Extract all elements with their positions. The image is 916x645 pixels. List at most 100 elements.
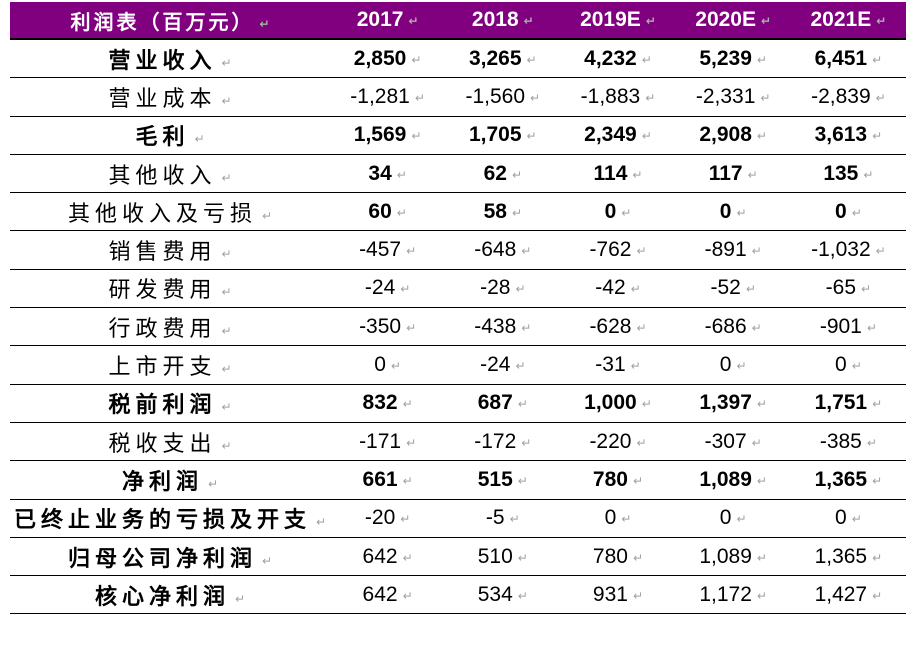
cell-value: 687 [477,391,513,415]
cell-value: 4,232 [584,46,637,70]
paragraph-mark-icon: ↵ [526,52,537,67]
cell-value: 34 [368,161,392,185]
value-cell: -1,281 ↵ [330,77,446,117]
cell-value: -1,883 [580,84,641,108]
cell-value: 1,569 [353,123,407,147]
paragraph-mark-icon: ↵ [221,170,232,185]
value-cell: 832 ↵ [330,384,446,423]
row-label-cell: 毛利 ↵ [10,116,331,155]
value-cell: 60 ↵ [330,192,446,232]
value-cell: 661 ↵ [330,460,446,500]
cell-value: -686 [704,314,747,338]
paragraph-mark-icon: ↵ [511,205,522,220]
cell-value: 515 [477,467,513,491]
value-cell: 642 ↵ [330,537,446,577]
value-cell: -220 ↵ [560,422,676,462]
paragraph-mark-icon: ↵ [411,129,422,144]
paragraph-mark-icon: ↵ [621,512,632,527]
value-cell: 1,089 ↵ [675,460,791,500]
cell-value: -220 [589,429,632,453]
paragraph-mark-icon: ↵ [736,359,747,374]
value-cell: -1,032 ↵ [790,230,906,270]
row-label: 税前利润 [108,392,217,418]
paragraph-mark-icon: ↵ [406,320,417,335]
value-cell: 1,172 ↵ [675,575,791,615]
cell-value: -20 [364,506,396,530]
value-cell: 931 ↵ [560,575,676,615]
paragraph-mark-icon: ↵ [396,167,407,182]
value-cell: 0 ↵ [675,499,791,538]
paragraph-mark-icon: ↵ [194,132,205,147]
column-header-2017: 2017 ↵ [330,2,446,40]
cell-value: 1,427 [814,582,868,606]
row-label: 销售费用 [108,239,217,265]
paragraph-mark-icon: ↵ [234,591,246,606]
cell-value: -901 [819,314,862,338]
value-cell: -686 ↵ [675,307,791,347]
value-cell: -1,883 ↵ [560,77,676,117]
paragraph-mark-icon: ↵ [872,550,883,565]
value-cell: 510 ↵ [445,537,561,577]
cell-value: 0 [719,199,732,223]
paragraph-mark-icon: ↵ [632,550,644,565]
value-cell: 0 ↵ [675,345,791,385]
cell-value: 0 [604,199,617,223]
cell-value: 661 [362,467,398,491]
table-row: 已终止业务的亏损及开支 ↵ -20 ↵ -5 ↵ 0 ↵ 0 ↵ 0 ↵ [10,499,906,538]
paragraph-mark-icon: ↵ [221,323,232,338]
paragraph-mark-icon: ↵ [221,285,232,300]
paragraph-mark-icon: ↵ [221,247,232,262]
cell-value: -762 [589,238,632,262]
paragraph-mark-icon: ↵ [402,550,413,565]
value-cell: 780 ↵ [560,537,676,577]
value-cell: -65 ↵ [790,269,906,309]
value-cell: -5 ↵ [445,499,561,538]
paragraph-mark-icon: ↵ [315,515,327,530]
paragraph-mark-icon: ↵ [630,359,641,374]
cell-value: 0 [835,199,847,223]
cell-value: -42 [595,276,626,300]
cell-value: 931 [592,582,628,606]
paragraph-mark-icon: ↵ [866,435,877,450]
value-cell: -891 ↵ [675,230,791,270]
paragraph-mark-icon: ↵ [509,512,520,527]
paragraph-mark-icon: ↵ [756,397,767,412]
paragraph-mark-icon: ↵ [875,244,886,259]
paragraph-mark-icon: ↵ [872,473,883,488]
value-cell: 114 ↵ [560,154,676,194]
cell-value: 114 [593,161,628,185]
paragraph-mark-icon: ↵ [414,90,425,105]
value-cell: -52 ↵ [675,269,791,309]
cell-value: -1,032 [811,238,871,262]
value-cell: 1,365 ↵ [790,537,906,577]
row-label-cell: 其他收入及亏损 ↵ [10,192,331,232]
cell-value: 642 [362,582,398,606]
cell-value: 0 [719,506,732,530]
paragraph-mark-icon: ↵ [641,397,652,412]
cell-value: 58 [483,199,507,223]
paragraph-mark-icon: ↵ [641,52,652,67]
row-label: 营业收入 [108,47,217,73]
cell-value: -457 [359,238,402,262]
value-cell: -24 ↵ [445,345,561,385]
paragraph-mark-icon: ↵ [632,167,643,182]
value-cell: -350 ↵ [330,307,446,347]
paragraph-mark-icon: ↵ [526,129,537,144]
value-cell: 780 ↵ [560,460,676,500]
paragraph-mark-icon: ↵ [261,208,273,223]
paragraph-mark-icon: ↵ [517,550,528,565]
paragraph-mark-icon: ↵ [515,359,526,374]
paragraph-mark-icon: ↵ [515,282,526,297]
paragraph-mark-icon: ↵ [400,512,411,527]
paragraph-mark-icon: ↵ [261,553,273,568]
paragraph-mark-icon: ↵ [756,52,767,67]
value-cell: -24 ↵ [330,269,446,309]
cell-value: -1,560 [465,84,526,108]
table-row: 税前利润 ↵ 832 ↵ 687 ↵ 1,000 ↵ 1,397 ↵ 1,751 ↵ [10,384,906,423]
cell-value: -28 [480,276,511,300]
value-cell: 62 ↵ [445,154,561,194]
row-label: 毛利 [135,124,190,150]
cell-value: 1,089 [699,544,752,568]
cell-value: 534 [477,582,513,606]
row-label-cell: 净利润 ↵ [10,460,331,500]
